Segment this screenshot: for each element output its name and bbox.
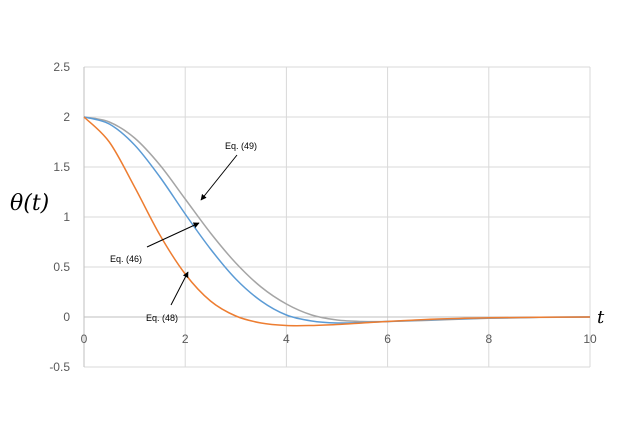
x-tick-label: 8 [485,332,492,346]
annotations: Eq. (49) Eq. (46) Eq. (48) [110,141,257,323]
x-tick-label: 4 [283,332,290,346]
x-tick-labels: 0 2 4 6 8 10 [81,332,597,346]
series-lines [83,116,591,327]
series-line-eq-46 [83,116,591,324]
x-tick-label: 10 [583,332,597,346]
annotation-label: Eq. (48) [146,313,178,323]
x-tick-label: 2 [182,332,189,346]
y-tick-label: 1.5 [53,160,70,174]
x-tick-label: 6 [384,332,391,346]
annotation-arrow [170,271,189,306]
annotation-label: Eq. (46) [110,254,142,264]
y-tick-label: 2.5 [53,60,70,74]
y-tick-label: 1 [63,210,70,224]
y-tick-labels: -0.5 0 0.5 1 1.5 2 2.5 [49,60,70,374]
x-axis-label: t [597,307,605,328]
y-tick-label: -0.5 [49,360,70,374]
series-line-eq-48 [83,116,591,327]
y-axis-label: θ(t) [10,191,49,216]
series-line-eq-49 [83,116,591,323]
annotation-arrow [200,154,238,201]
y-tick-label: 0 [63,310,70,324]
y-tick-label: 0.5 [53,260,70,274]
y-tick-label: 2 [63,110,70,124]
annotation-label: Eq. (49) [225,141,257,151]
x-tick-label: 0 [81,332,88,346]
annotation-arrow [146,222,200,248]
